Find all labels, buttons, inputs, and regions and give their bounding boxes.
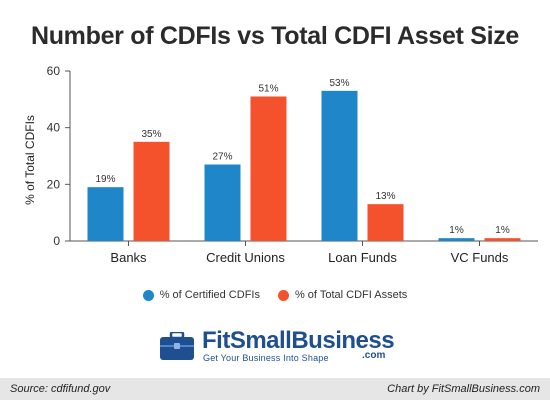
fitsmallbusiness-logo: FitSmallBusiness Get Your Business Into … xyxy=(160,326,400,366)
bar-certified xyxy=(204,164,241,241)
logo-name: FitSmallBusiness xyxy=(202,327,395,354)
labels: Banks 19% 35% Credit Unions 27% 51% Loan Funds… xyxy=(95,78,509,265)
x-tick-label: Credit Unions xyxy=(206,250,285,265)
x-tick-label: VC Funds xyxy=(451,250,509,265)
data-label: 51% xyxy=(258,84,278,95)
x-tick-label: Loan Funds xyxy=(328,250,397,265)
y-axis-title: % of Total CDFIs xyxy=(23,115,37,205)
legend: % of Certified CDFIs % of Total CDFI Ass… xyxy=(0,289,550,301)
legend-swatch-certified xyxy=(142,289,154,301)
bar-certified xyxy=(87,187,124,241)
x-tick-label: Banks xyxy=(110,250,147,265)
logo-tagline: Get Your Business Into Shape xyxy=(203,353,329,363)
data-label: 35% xyxy=(141,129,161,140)
legend-label-assets: % of Total CDFI Assets xyxy=(294,289,408,301)
footer: Source: cdfifund.gov Chart by FitSmallBu… xyxy=(0,378,550,400)
bar-assets xyxy=(133,141,170,241)
y-tick-label: 20 xyxy=(47,177,61,191)
data-label: 53% xyxy=(329,78,349,89)
data-label: 1% xyxy=(495,225,510,236)
data-label: 13% xyxy=(375,191,395,202)
y-tick-label: 0 xyxy=(53,234,60,248)
source-text: Source: cdfifund.gov xyxy=(10,383,111,395)
briefcase-icon xyxy=(160,332,194,360)
chart-title: Number of CDFIs vs Total CDFI Asset Size xyxy=(30,22,520,50)
bar-certified xyxy=(321,90,358,241)
data-label: 19% xyxy=(95,174,115,185)
y-tick-label: 60 xyxy=(47,64,61,78)
bar-assets xyxy=(367,204,404,241)
legend-label-certified: % of Certified CDFIs xyxy=(159,289,260,301)
bar-certified xyxy=(438,238,475,241)
y-tick-label: 40 xyxy=(47,121,61,135)
legend-item-certified: % of Certified CDFIs xyxy=(142,289,260,301)
data-label: 27% xyxy=(212,152,232,163)
logo-dotcom: .com xyxy=(362,350,386,361)
bar-chart: 0 20 40 60 Banks 19% 35% Credit Unions 27% 51% Lo… xyxy=(23,64,538,265)
bars xyxy=(87,90,521,241)
legend-item-assets: % of Total CDFI Assets xyxy=(277,289,408,301)
data-label: 1% xyxy=(449,225,464,236)
bar-assets xyxy=(484,238,521,241)
bar-assets xyxy=(250,96,287,241)
credit-text: Chart by FitSmallBusiness.com xyxy=(387,383,540,395)
legend-swatch-assets xyxy=(277,289,289,301)
